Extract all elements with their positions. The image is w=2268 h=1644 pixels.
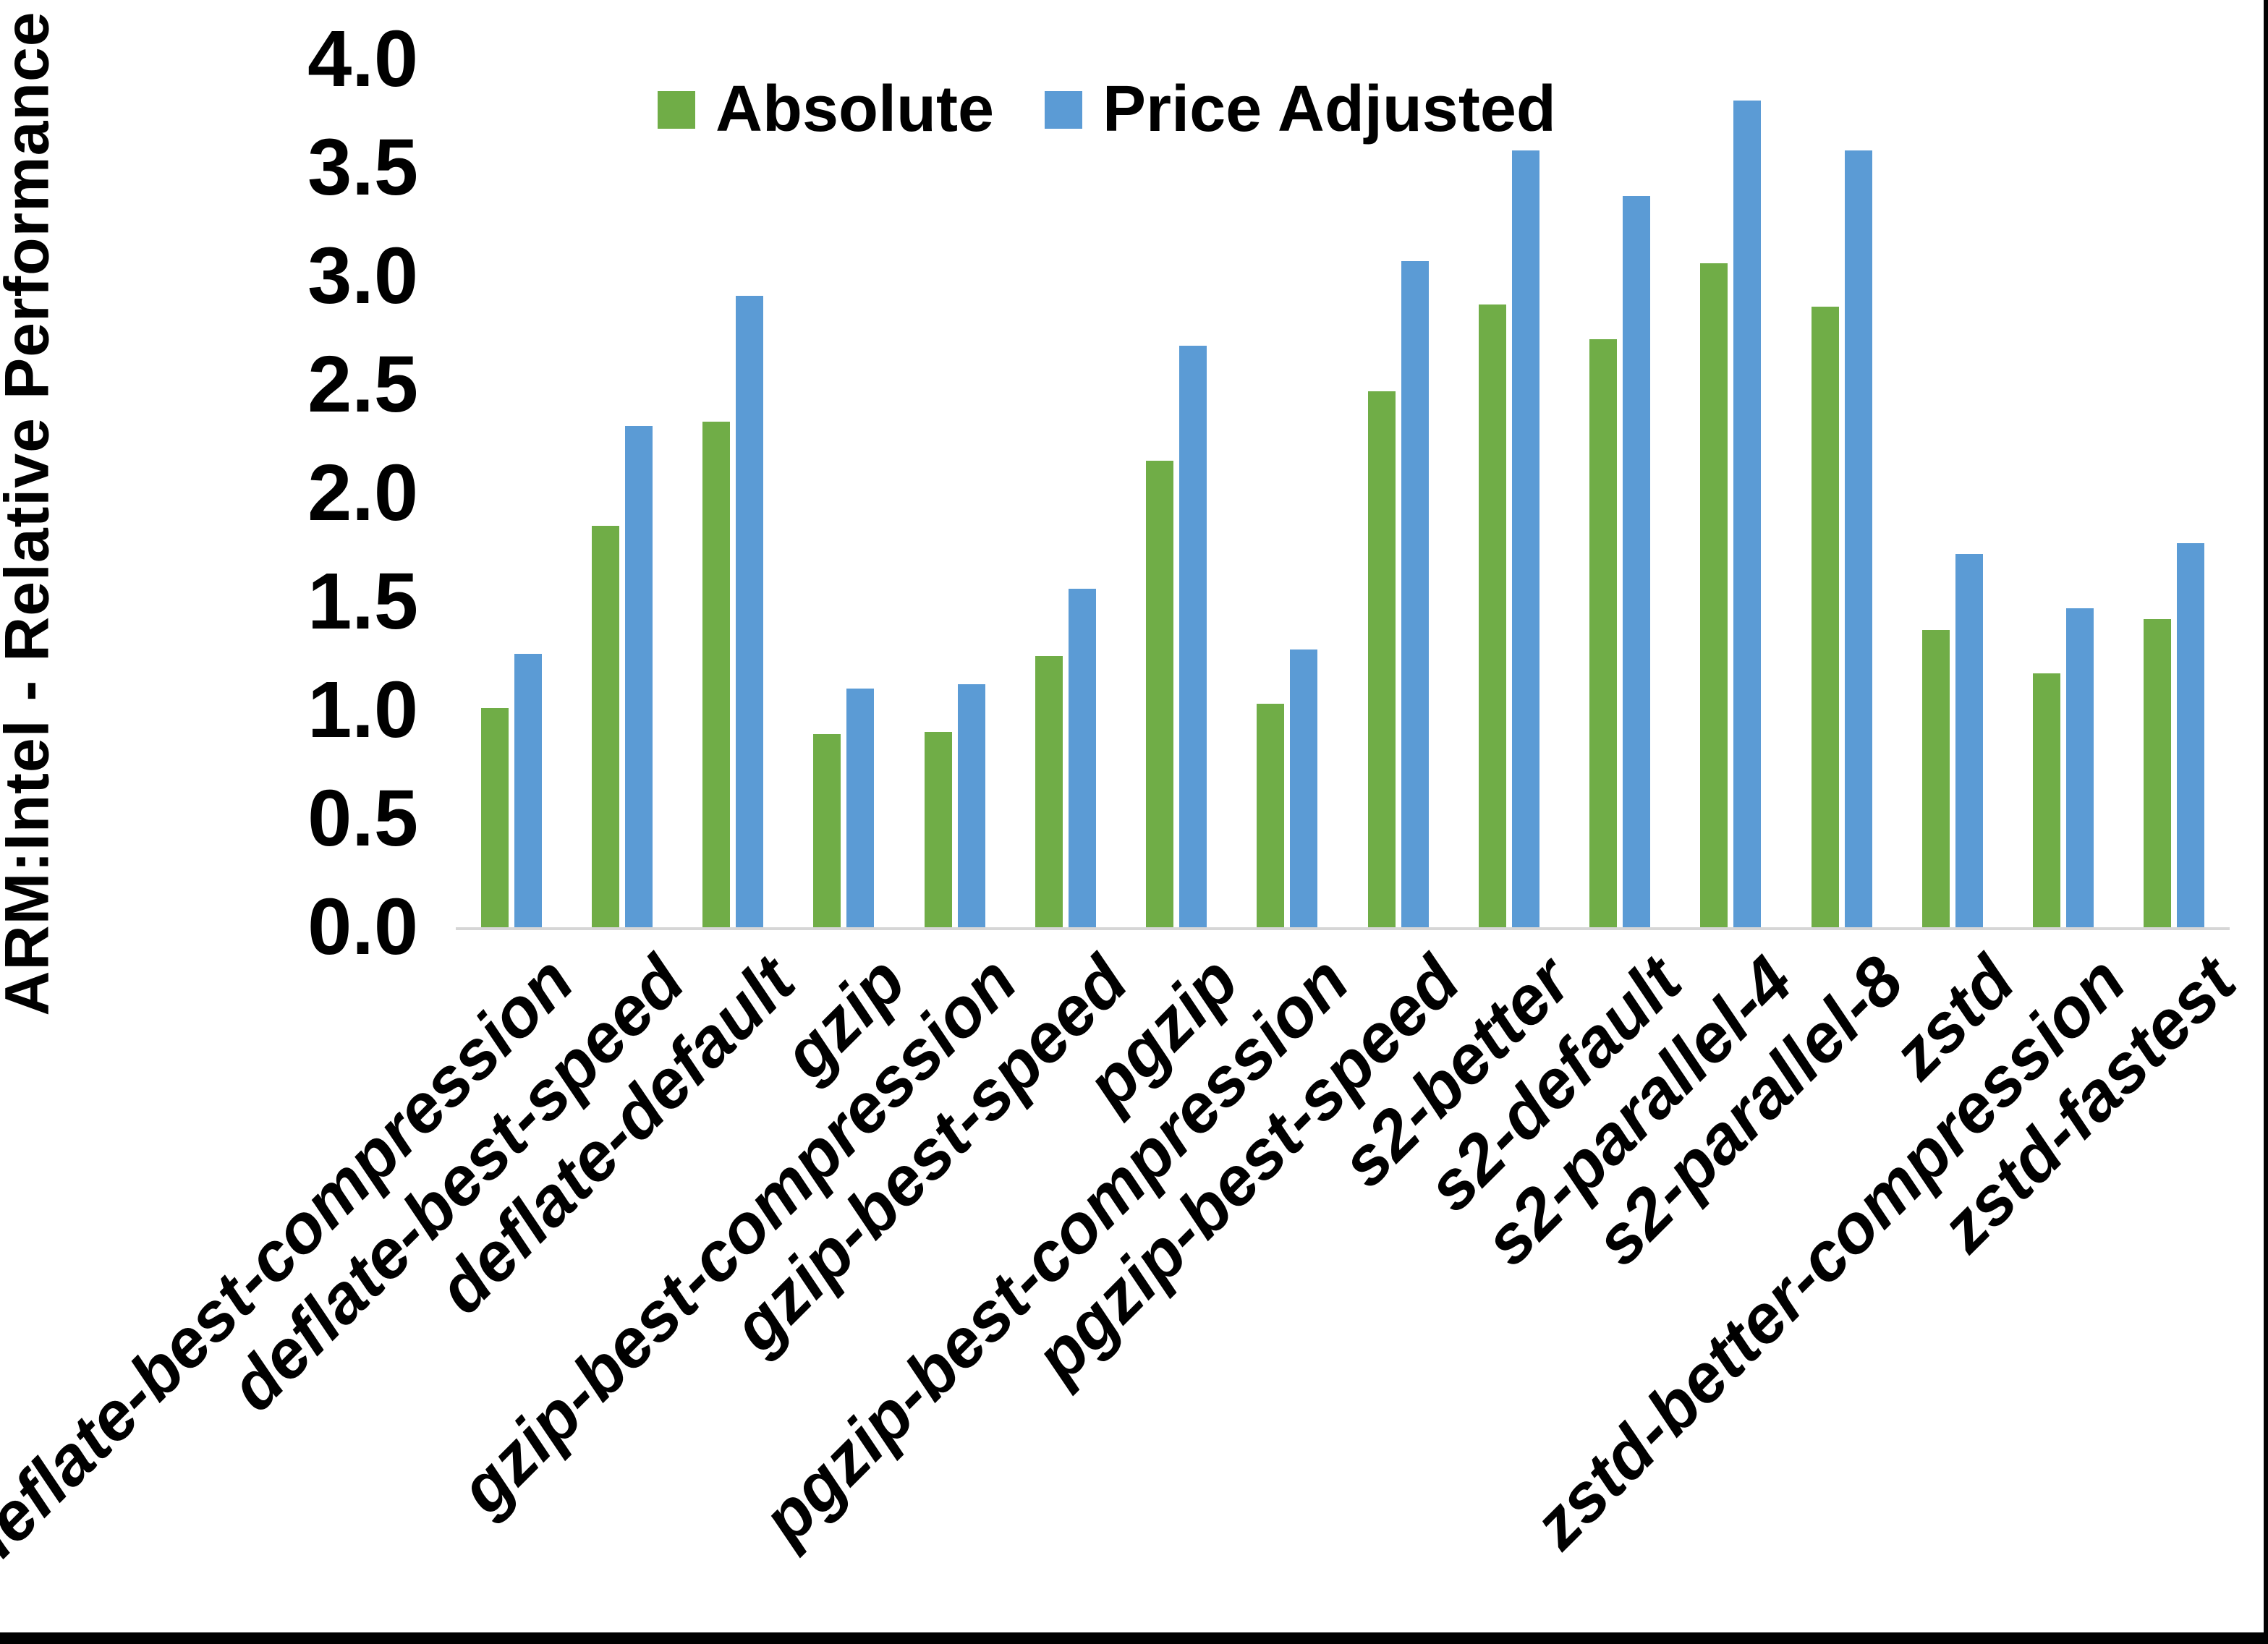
- bar-s2-parallel-4-price-adjusted: [1733, 101, 1762, 927]
- bar-pgzip-best-speed-absolute: [1367, 391, 1396, 927]
- y-tick-label: 3.0: [307, 231, 418, 320]
- bar-gzip-price-adjusted: [846, 689, 875, 927]
- legend-swatch-absolute: [658, 90, 695, 129]
- bar-gzip-best-speed-absolute: [1035, 656, 1063, 927]
- legend-label-absolute: Absolute: [715, 73, 995, 145]
- bar-s2-parallel-8-absolute: [1811, 307, 1839, 927]
- y-tick-label: 3.5: [307, 123, 418, 212]
- y-tick-label: 1.5: [307, 557, 418, 646]
- bar-pgzip-absolute: [1146, 461, 1174, 927]
- bar-s2-better-price-adjusted: [1511, 150, 1539, 927]
- y-tick-label: 2.5: [307, 340, 418, 429]
- y-tick-label: 4.0: [307, 14, 418, 103]
- bar-deflate-best-speed-price-adjusted: [624, 426, 653, 927]
- bar-zstd-better-compression-absolute: [2033, 673, 2061, 927]
- bar-deflate-best-compression-price-adjusted: [514, 654, 542, 927]
- bar-gzip-best-compression-absolute: [924, 732, 952, 927]
- y-tick-label: 2.0: [307, 448, 418, 537]
- legend: Absolute Price Adjusted: [658, 72, 1556, 147]
- legend-swatch-price-adjusted: [1045, 90, 1083, 129]
- legend-item-price-adjusted: Price Adjusted: [1045, 72, 1556, 147]
- bar-zstd-price-adjusted: [1955, 554, 1983, 927]
- bar-s2-parallel-4-absolute: [1700, 263, 1728, 927]
- bar-zstd-absolute: [1921, 630, 1950, 927]
- x-axis-line: [456, 927, 2230, 930]
- bar-deflate-best-speed-absolute: [591, 526, 619, 927]
- bar-deflate-best-compression-absolute: [480, 708, 509, 927]
- bar-zstd-fastest-price-adjusted: [2177, 543, 2205, 927]
- bar-gzip-absolute: [813, 734, 841, 927]
- bar-zstd-better-compression-price-adjusted: [2066, 608, 2094, 927]
- bar-deflate-default-absolute: [702, 422, 731, 927]
- window-right-border: [2264, 0, 2268, 1644]
- legend-label-price-adjusted: Price Adjusted: [1103, 73, 1556, 145]
- bar-pgzip-best-compression-price-adjusted: [1290, 649, 1318, 927]
- bar-deflate-default-price-adjusted: [736, 296, 764, 927]
- bar-pgzip-price-adjusted: [1179, 346, 1207, 927]
- bar-pgzip-best-speed-price-adjusted: [1401, 261, 1429, 927]
- y-tick-label: 1.0: [307, 665, 418, 754]
- bar-s2-default-absolute: [1589, 339, 1618, 927]
- bar-gzip-best-speed-price-adjusted: [1068, 589, 1096, 927]
- window-bottom-border: [0, 1632, 2268, 1644]
- y-tick-label: 0.5: [307, 774, 418, 863]
- bar-gzip-best-compression-price-adjusted: [957, 684, 985, 927]
- bar-pgzip-best-compression-absolute: [1257, 704, 1285, 927]
- bar-s2-parallel-8-price-adjusted: [1844, 150, 1872, 927]
- bar-s2-better-absolute: [1478, 304, 1506, 927]
- bar-s2-default-price-adjusted: [1623, 196, 1651, 927]
- y-tick-label: 0.0: [307, 882, 418, 971]
- legend-item-absolute: Absolute: [658, 72, 994, 147]
- bar-zstd-fastest-absolute: [2144, 619, 2172, 927]
